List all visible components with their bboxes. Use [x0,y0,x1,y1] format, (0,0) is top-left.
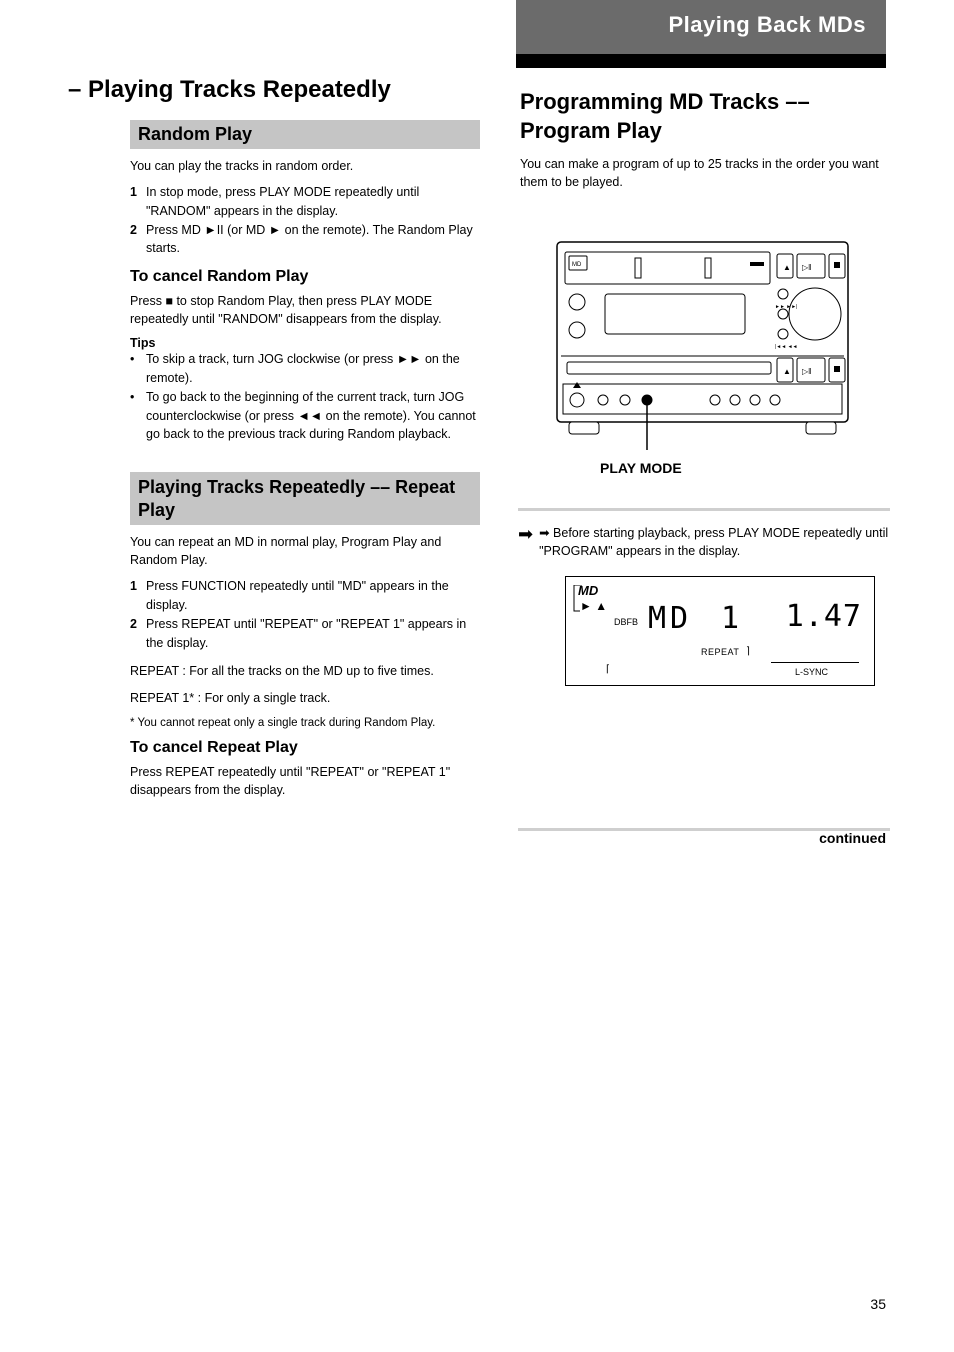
right-column: Programming MD Tracks –– Program Play Yo… [520,84,890,191]
playmode-callout: PLAY MODE [600,460,682,476]
lcd-dbfb: DBFB [614,617,638,627]
svg-text:|◄◄ ◄◄: |◄◄ ◄◄ [775,344,797,350]
repeat-label: REPEAT : [130,664,186,678]
continued-label: continued [819,830,886,846]
random-steps: 1In stop mode, press PLAY MODE repeatedl… [130,183,480,258]
repeat-play-text: You can repeat an MD in normal play, Pro… [130,533,480,569]
random-play-heading: Random Play [130,120,480,149]
program-heading: Programming MD Tracks –– Program Play [520,88,890,145]
arrow-step-text: ➡ Before starting playback, press PLAY M… [539,524,890,560]
repeat-play-heading: Playing Tracks Repeatedly –– Repeat Play [130,472,480,525]
repeat-desc: For all the tracks on the MD up to five … [189,664,434,678]
repeat1-desc: For only a single track. [205,691,331,705]
repeat-cancel-text: Press REPEAT repeatedly until "REPEAT" o… [130,763,480,799]
lcd-open-bracket-icon: ⌈ [606,664,610,675]
random-cancel-title: To cancel Random Play [130,268,480,286]
arrow-icon: ➡ [518,524,533,560]
lcd-lsync-line [771,662,859,663]
arrow-row: ➡ ➡ Before starting playback, press PLAY… [518,524,890,560]
repeat-cancel-title: To cancel Repeat Play [130,739,480,757]
left-column: Random Play You can play the tracks in r… [130,120,480,808]
lcd-md-big: MD [648,601,692,636]
svg-text:▷‖: ▷‖ [802,367,811,376]
page-number: 35 [870,1296,886,1312]
lcd-close-bracket-icon: ⌉ [746,646,750,657]
svg-text:►► ►►|: ►► ►►| [775,304,797,310]
lcd-track: 1 [721,601,739,636]
lcd-play-eject-icons: ► ▲ [580,599,607,613]
svg-text:▲: ▲ [783,263,791,272]
tips-title: Tips [130,336,480,350]
page-title: – Playing Tracks Repeatedly [68,76,391,104]
repeat-steps: 1Press FUNCTION repeatedly until "MD" ap… [130,577,480,652]
svg-text:▷‖: ▷‖ [802,263,811,272]
random-cancel-text: Press ■ to stop Random Play, then press … [130,292,480,328]
program-intro: You can make a program of up to 25 track… [520,155,890,191]
section-tab: Playing Back MDs [668,12,866,38]
device-illustration: MD ▲ ▷‖ ►► ►►| |◄◄ ◄◄ ▲ ▷‖ [555,240,850,450]
svg-text:MD: MD [572,262,582,268]
svg-text:▲: ▲ [783,367,791,376]
random-tips: •To skip a track, turn JOG clockwise (or… [130,350,480,444]
lcd-display: MD ► ▲ DBFB MD 1 1.47 ⌈ REPEAT ⌉ L-SYNC [565,576,875,686]
repeat1-label: REPEAT 1* : [130,691,205,705]
repeat-footnote: * You cannot repeat only a single track … [130,715,480,732]
lcd-lsync: L-SYNC [795,667,828,677]
lcd-time: 1.47 [786,599,862,634]
random-play-text: You can play the tracks in random order. [130,157,480,175]
lcd-repeat-indicator: REPEAT [701,647,739,657]
divider [518,508,890,511]
